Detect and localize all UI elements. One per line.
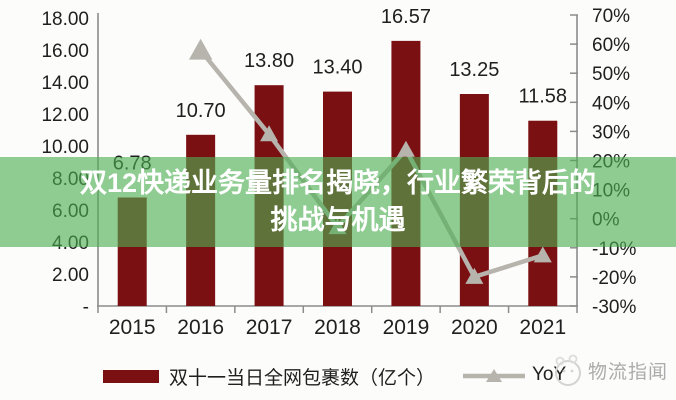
yoy-marker-2019 xyxy=(396,140,415,157)
title-overlay-band: 双12快递业务量排名揭晓，行业繁荣背后的 挑战与机遇 xyxy=(0,157,676,247)
yoy-marker-2016 xyxy=(188,38,213,60)
bar-value-label-2018: 13.40 xyxy=(312,57,362,79)
x-axis-label-2021: 2021 xyxy=(519,316,566,339)
x-axis-label-2017: 2017 xyxy=(246,316,293,339)
right-axis-label--30%: -30% xyxy=(592,297,636,318)
left-axis-label-16.00: 16.00 xyxy=(41,41,89,62)
x-axis-label-2019: 2019 xyxy=(383,316,430,339)
legend-item-parcels: 双十一当日全网包裹数（亿个） xyxy=(103,363,435,390)
yoy-marker-2020 xyxy=(465,267,484,284)
left-axis-label-18.00: 18.00 xyxy=(41,9,89,30)
yoy-marker-2017 xyxy=(260,125,279,142)
overlay-title-line1: 双12快递业务量排名揭晓，行业繁荣背后的 xyxy=(79,168,597,198)
left-axis-label-12.00: 12.00 xyxy=(41,105,89,126)
right-axis-label-50%: 50% xyxy=(592,64,630,85)
left-axis-label-10.00: 10.00 xyxy=(41,137,89,158)
legend-line-swatch xyxy=(463,369,525,382)
left-axis-label--: - xyxy=(83,297,89,318)
bar-value-label-2020: 13.25 xyxy=(449,59,499,81)
x-axis-label-2020: 2020 xyxy=(451,316,498,339)
x-axis-label-2016: 2016 xyxy=(177,316,224,339)
right-axis-label-40%: 40% xyxy=(592,93,630,114)
watermark: 物流指闻 xyxy=(549,352,668,388)
watermark-logo-icon xyxy=(555,354,581,386)
legend-bar-label: 双十一当日全网包裹数（亿个） xyxy=(169,368,436,389)
right-axis-label-70%: 70% xyxy=(592,6,630,27)
right-axis-label-60%: 60% xyxy=(592,35,630,56)
bar-value-label-2017: 13.80 xyxy=(244,50,294,72)
right-axis-label--20%: -20% xyxy=(592,268,636,289)
left-axis-label-2.00: 2.00 xyxy=(52,265,89,286)
x-axis-label-2018: 2018 xyxy=(314,316,361,339)
overlay-title-line2: 挑战与机遇 xyxy=(270,205,406,235)
yoy-marker-2021 xyxy=(533,246,552,263)
bar-value-label-2021: 11.58 xyxy=(518,86,567,108)
right-axis-label-30%: 30% xyxy=(592,122,630,143)
x-axis-label-2015: 2015 xyxy=(109,316,156,339)
legend-bar-swatch xyxy=(103,370,159,383)
watermark-text: 物流指闻 xyxy=(588,361,669,383)
bar-value-label-2019: 16.57 xyxy=(381,6,431,28)
left-axis-label-14.00: 14.00 xyxy=(41,73,89,94)
bar-value-label-2016: 10.70 xyxy=(176,100,226,122)
